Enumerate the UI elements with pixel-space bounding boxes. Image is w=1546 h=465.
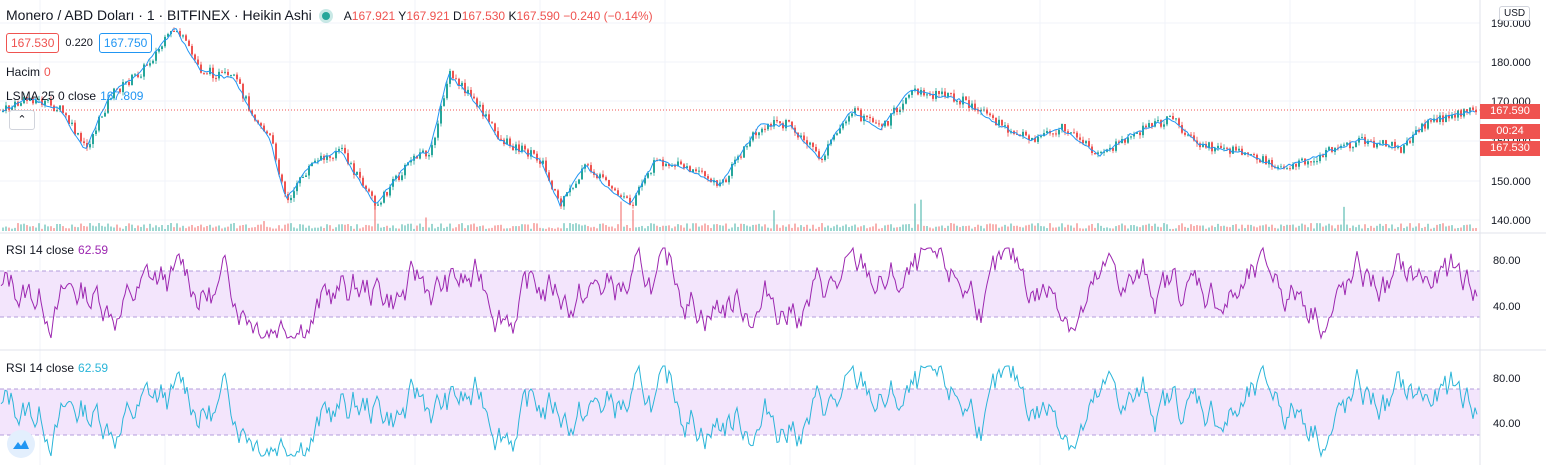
price-tick-label: 140.000 <box>1491 215 1531 227</box>
lsma-line <box>1 28 1476 207</box>
price-tick-label: 180.000 <box>1491 57 1531 69</box>
rsi2-line <box>0 364 1478 458</box>
bid-price-tag: 167.530 <box>1480 141 1540 156</box>
symbol-title[interactable]: Monero / ABD Doları · 1 · BITFINEX · Hei… <box>6 7 312 23</box>
rsi2-legend[interactable]: RSI 14 close 62.59 <box>6 361 108 375</box>
rsi1-line <box>0 246 1478 340</box>
rsi-tick-label: 80.00 <box>1493 255 1521 267</box>
rsi-tick-label: 40.00 <box>1493 301 1521 313</box>
ohlc-values: A167.921 Y167.921 D167.530 K167.590 −0.2… <box>343 9 653 23</box>
tradingview-logo-icon[interactable] <box>7 430 35 458</box>
volume-label: Hacim <box>6 65 41 79</box>
bid-ask-row: 167.530 0.220 167.750 <box>6 33 153 53</box>
volume-legend[interactable]: Hacim 0 <box>6 65 51 79</box>
rsi1-legend[interactable]: RSI 14 close 62.59 <box>6 243 108 257</box>
rsi1-value: 62.59 <box>78 243 109 257</box>
collapse-legend-button[interactable]: ⌃ <box>9 110 35 130</box>
spread-value: 0.220 <box>65 37 93 49</box>
market-open-icon <box>321 11 330 20</box>
rsi2-label: RSI 14 close <box>6 361 75 375</box>
lsma-value: 167.809 <box>100 89 144 103</box>
rsi-tick-label: 40.00 <box>1493 418 1521 430</box>
countdown-tag: 00:24 <box>1480 124 1540 139</box>
price-change: −0.240 (−0.14%) <box>563 9 653 23</box>
price-tick-label: 190.000 <box>1491 18 1531 30</box>
rsi-tick-label: 80.00 <box>1493 373 1521 385</box>
candles <box>2 27 1477 210</box>
chevron-up-icon: ⌃ <box>17 114 27 126</box>
rsi1-label: RSI 14 close <box>6 243 75 257</box>
lsma-label: LSMA 25 0 close <box>6 89 97 103</box>
lsma-legend[interactable]: LSMA 25 0 close 167.809 <box>6 89 143 103</box>
volume-value: 0 <box>44 65 51 79</box>
rsi2-value: 62.59 <box>78 361 109 375</box>
volume-bars <box>2 199 1477 231</box>
symbol-legend[interactable]: Monero / ABD Doları · 1 · BITFINEX · Hei… <box>6 7 653 23</box>
currency-button[interactable]: USD <box>1499 6 1531 21</box>
last-price-tag: 167.590 <box>1480 104 1540 119</box>
sell-price-button[interactable]: 167.530 <box>6 33 60 53</box>
buy-price-button[interactable]: 167.750 <box>98 33 153 53</box>
price-tick-label: 150.000 <box>1491 176 1531 188</box>
